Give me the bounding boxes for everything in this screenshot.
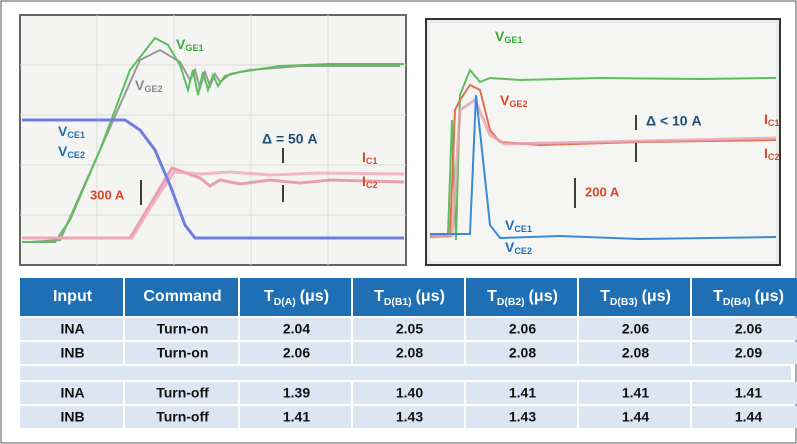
cell-text: Turn-on <box>157 345 209 361</box>
annotation: Δ = 50 A <box>262 131 318 147</box>
label-sub: C2 <box>768 153 780 163</box>
cell-text: 1.44 <box>735 409 762 425</box>
label-unit: (μs) <box>755 288 784 305</box>
cell-text: Turn-off <box>156 385 209 401</box>
label-main: Command <box>143 288 221 305</box>
label-sub: D(B1) <box>384 297 412 308</box>
figure: InputCommandTD(A)(μs)TD(B1)(μs)TD(B2)(μs… <box>0 0 797 444</box>
cell-text: 2.09 <box>735 345 762 361</box>
annotation: 300 A <box>90 187 125 202</box>
label-sub: C1 <box>366 157 378 167</box>
label-sub: GE1 <box>185 44 203 54</box>
label-unit: (μs) <box>416 288 445 305</box>
label-main: T <box>487 288 497 305</box>
label-main: T <box>264 288 274 305</box>
cell-text: 2.08 <box>622 345 649 361</box>
cell-text: Turn-on <box>157 321 209 337</box>
cell-text: 2.06 <box>509 321 536 337</box>
label-main: Input <box>53 288 93 305</box>
cell-text: 1.41 <box>283 409 310 425</box>
label-sub: GE2 <box>509 100 527 110</box>
annotation: 200 A <box>585 184 620 199</box>
annotation: Δ < 10 A <box>646 113 702 129</box>
label-sub: GE1 <box>504 36 522 46</box>
cell-text: 1.41 <box>622 385 649 401</box>
cell-text: INA <box>60 321 84 337</box>
label-sub: D(B2) <box>497 297 525 308</box>
label-sub: C2 <box>366 181 378 191</box>
label-sub: D(A) <box>274 297 296 308</box>
label: Input <box>53 288 93 305</box>
label-sub: C1 <box>768 119 780 129</box>
label-sub: CE2 <box>67 151 85 161</box>
label-unit: (μs) <box>642 288 671 305</box>
cell-text: 1.39 <box>283 385 310 401</box>
cell-text: 2.08 <box>509 345 536 361</box>
cell-text: 2.06 <box>735 321 762 337</box>
spacer-row <box>20 366 791 380</box>
right-scope <box>426 19 780 265</box>
cell-text: 1.40 <box>396 385 423 401</box>
label-unit: (μs) <box>300 288 329 305</box>
cell-text: 2.08 <box>396 345 423 361</box>
label-sub: CE2 <box>514 247 532 257</box>
cell-text: 1.44 <box>622 409 649 425</box>
cell-text: INB <box>60 409 84 425</box>
label-sub: D(B4) <box>723 297 751 308</box>
cell-text: 1.43 <box>509 409 536 425</box>
cell-text: INA <box>60 385 84 401</box>
cell-text: INB <box>60 345 84 361</box>
label-sub: CE1 <box>514 225 532 235</box>
label-unit: (μs) <box>529 288 558 305</box>
cell-text: 1.41 <box>509 385 536 401</box>
label-main: T <box>713 288 723 305</box>
cell-text: 1.43 <box>396 409 423 425</box>
label-sub: D(B3) <box>610 297 638 308</box>
cell-text: 2.06 <box>622 321 649 337</box>
label-sub: GE2 <box>144 85 162 95</box>
cell-text: Turn-off <box>156 409 209 425</box>
cell-text: 2.06 <box>283 345 310 361</box>
cell-text: 1.41 <box>735 385 762 401</box>
label-main: T <box>374 288 384 305</box>
label-main: T <box>600 288 610 305</box>
cell-text: 2.05 <box>396 321 423 337</box>
cell-text: 2.04 <box>283 321 310 337</box>
label-sub: CE1 <box>67 131 85 141</box>
label: Command <box>143 288 221 305</box>
